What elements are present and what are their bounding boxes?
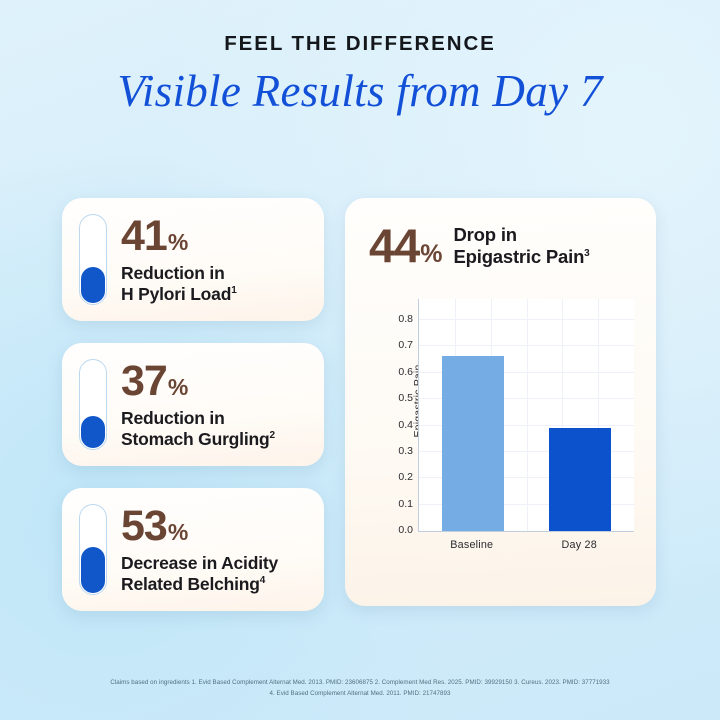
stat-percent: 53 % — [121, 505, 278, 548]
chart-percent-value: 44 — [369, 219, 420, 272]
stat-card-body: 53 % Decrease in Acidity Related Belchin… — [121, 505, 286, 594]
percent-symbol: % — [167, 374, 189, 401]
bar-baseline — [441, 355, 504, 531]
y-axis-tick-label: 0.8 — [398, 313, 413, 326]
footnote-marker: 1 — [231, 284, 237, 296]
y-axis-tick-label: 0.6 — [398, 365, 413, 378]
footnote-references: Claims based on ingredients 1. Evid Base… — [110, 678, 610, 700]
y-axis-tick-label: 0.0 — [398, 524, 413, 536]
stat-description: Reduction in Stomach Gurgling2 — [121, 408, 275, 449]
gauge-fill — [81, 546, 105, 593]
percent-symbol: % — [167, 519, 189, 546]
stat-description-line2: Stomach Gurgling — [121, 428, 270, 449]
x-axis-tick-label: Day 28 — [561, 539, 597, 551]
stat-description-line1: Reduction in — [121, 263, 225, 284]
stat-card-h-pylori-load: 41 % Reduction in H Pylori Load1 — [62, 198, 324, 321]
footnote-line2: Cureus. 2023. PMID: 37771933 4. Evid Bas… — [269, 679, 610, 697]
chart-panel: 44 % Drop in Epigastric Pain3 Epigastric… — [345, 198, 656, 606]
gridline-vertical — [598, 299, 600, 531]
gauge-fill — [81, 267, 105, 303]
y-axis-tick-label: 0.2 — [398, 471, 413, 484]
gauge-icon-acidity-related-belching — [79, 504, 107, 595]
stat-description: Decrease in Acidity Related Belching4 — [121, 553, 278, 594]
bar-day-28 — [549, 428, 612, 531]
chart-panel-title: Drop in Epigastric Pain3 — [454, 224, 590, 267]
chart-title-line1: Drop in — [453, 223, 518, 245]
stat-card-body: 41 % Reduction in H Pylori Load1 — [121, 215, 245, 304]
bar-chart: Epigastric Pain 0.00.10.20.30.40.50.60.7… — [345, 293, 656, 593]
footnote-marker: 3 — [584, 247, 590, 259]
stat-card-body: 37 % Reduction in Stomach Gurgling2 — [121, 360, 283, 449]
stat-card-list: 41 % Reduction in H Pylori Load1 37 % — [62, 198, 324, 633]
y-axis-tick-label: 0.7 — [398, 339, 413, 352]
footnote-line1: Claims based on ingredients 1. Evid Base… — [110, 679, 520, 686]
gridline-vertical — [526, 299, 528, 531]
stat-description-line2: H Pylori Load — [121, 283, 232, 304]
stat-percent-value: 41 — [121, 212, 168, 261]
stat-percent-value: 37 — [121, 357, 168, 406]
stat-card-acidity-related-belching: 53 % Decrease in Acidity Related Belchin… — [62, 488, 324, 611]
stat-description-line1: Decrease in Acidity — [121, 553, 279, 574]
stat-card-stomach-gurgling: 37 % Reduction in Stomach Gurgling2 — [62, 343, 324, 466]
chart-panel-header: 44 % Drop in Epigastric Pain3 — [345, 198, 656, 269]
y-axis-tick-label: 0.5 — [398, 392, 413, 405]
gauge-icon-stomach-gurgling — [79, 359, 107, 450]
stat-percent-value: 53 — [121, 502, 168, 551]
stat-description-line2: Related Belching — [121, 573, 260, 594]
y-axis-tick-label: 0.4 — [398, 418, 413, 431]
footnote-marker: 2 — [269, 429, 275, 441]
percent-symbol: % — [167, 229, 189, 256]
percent-symbol: % — [420, 240, 443, 268]
plot-area — [418, 299, 634, 532]
gridline-vertical — [562, 299, 564, 531]
eyebrow-text: FEEL THE DIFFERENCE — [224, 32, 496, 55]
stat-description-line1: Reduction in — [121, 408, 225, 429]
gauge-fill — [81, 415, 105, 448]
chart-headline-percent: 44 % — [369, 222, 443, 269]
y-axis-tick-label: 0.3 — [398, 444, 413, 457]
header: FEEL THE DIFFERENCE Visible Results from… — [0, 32, 720, 116]
stat-percent: 37 % — [121, 360, 275, 403]
stat-percent: 41 % — [121, 215, 237, 258]
page-title: Visible Results from Day 7 — [117, 65, 603, 116]
chart-title-line2: Epigastric Pain — [453, 245, 585, 267]
stat-description: Reduction in H Pylori Load1 — [121, 263, 237, 304]
x-axis-tick-label: Baseline — [450, 539, 494, 551]
gauge-icon-h-pylori-load — [79, 214, 107, 305]
y-axis-tick-label: 0.1 — [398, 497, 413, 510]
footnote-marker: 4 — [259, 574, 266, 586]
